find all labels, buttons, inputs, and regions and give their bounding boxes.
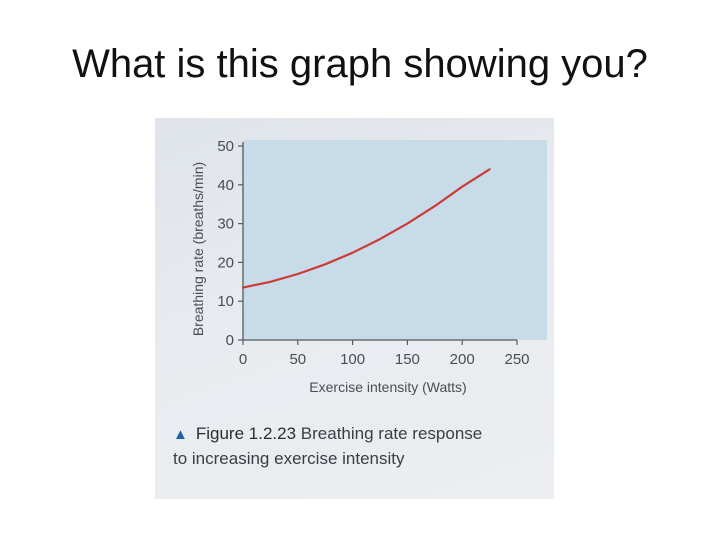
breathing-rate-chart: 0 10 20 30 40 50 0 50 100 150 200 250 Exercise int… [190,138,547,395]
y-axis-ticks: 0 10 20 30 40 50 [217,138,243,349]
series-line [241,168,491,289]
y-tick-label: 0 [226,332,234,349]
y-tick-label: 40 [217,177,234,194]
figure-caption: ▲ Figure 1.2.23 Breathing rate response t… [173,422,543,471]
triangle-up-icon: ▲ [173,426,188,443]
y-tick-label: 30 [217,216,234,233]
x-tick-label: 100 [340,351,365,368]
x-tick-label: 200 [450,351,475,368]
x-tick-label: 0 [239,351,247,368]
x-tick-label: 150 [395,351,420,368]
x-tick-label: 250 [504,351,529,368]
y-axis-label: Breathing rate (breaths/min) [190,162,206,336]
y-tick-label: 50 [217,138,234,155]
y-tick-label: 20 [217,254,234,271]
x-axis-label: Exercise intensity (Watts) [309,379,466,395]
slide-title: What is this graph showing you? [72,42,648,86]
caption-line-1: Breathing rate response [300,424,483,443]
caption-line-2: to increasing exercise intensity [173,449,405,468]
x-axis-ticks: 0 50 100 150 200 250 [239,340,530,368]
plot-area [243,140,547,340]
textbook-figure-photo: 0 10 20 30 40 50 0 50 100 150 200 250 Exercise int… [155,118,554,499]
y-tick-label: 10 [217,293,234,310]
x-tick-label: 50 [289,351,306,368]
figure-number: Figure 1.2.23 [195,424,297,443]
